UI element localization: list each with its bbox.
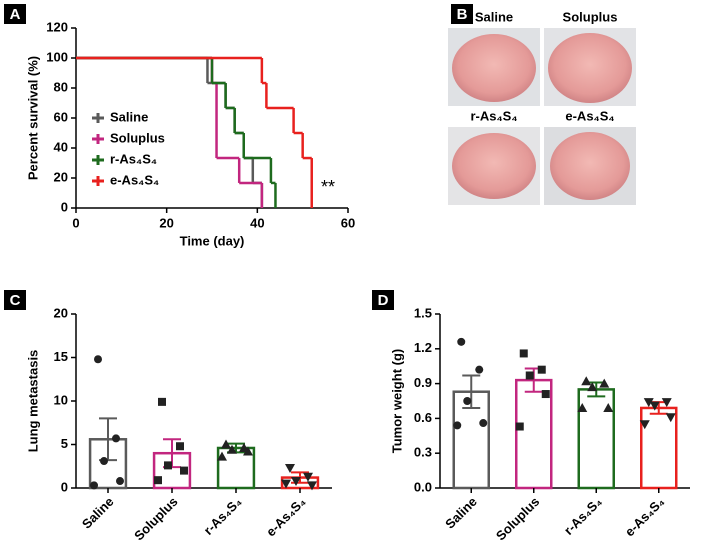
data-point — [94, 355, 102, 364]
panel-letter: B — [457, 6, 468, 23]
data-point — [599, 378, 610, 388]
y-tick-label: 10 — [54, 392, 68, 407]
panel-badge — [372, 290, 394, 310]
y-axis-label: Tumor weight (g) — [389, 349, 404, 453]
data-point — [303, 472, 313, 482]
y-tick-label: 40 — [54, 139, 68, 154]
data-point — [90, 481, 98, 490]
panel-badge — [451, 4, 473, 24]
y-axis-label: Lung metastasis — [25, 350, 40, 453]
data-point — [475, 365, 484, 374]
panel-badge — [4, 290, 26, 310]
image-caption: e-As₄S₄ — [565, 108, 614, 123]
legend-label: r-As₄S₄ — [110, 151, 157, 166]
data-point — [479, 419, 488, 428]
data-point — [307, 481, 317, 491]
y-tick-label: 0.3 — [414, 445, 432, 460]
panel-badge — [4, 4, 26, 24]
panel: C 0 5 10 15 20 Lung metastasis Saline Soluplus r-… — [4, 290, 332, 543]
data-point — [661, 398, 672, 408]
legend-label: Saline — [110, 109, 148, 124]
x-tick-label: Soluplus — [131, 494, 180, 543]
data-point — [457, 337, 466, 346]
data-point — [665, 413, 676, 423]
lung — [452, 34, 536, 102]
y-tick-label: 0.6 — [414, 410, 432, 425]
x-axis-label: Time (day) — [180, 233, 245, 248]
data-point — [519, 349, 528, 358]
x-tick-label: e-As₄S₄ — [263, 494, 308, 539]
data-point — [176, 442, 184, 451]
data-point — [525, 371, 534, 380]
y-tick-label: 15 — [54, 349, 68, 364]
panel: D 0.0 0.3 0.6 0.9 1.2 1.5 Tumor weight (g) Salin… — [372, 290, 690, 543]
y-tick-label: 0.9 — [414, 375, 432, 390]
data-point — [221, 439, 231, 449]
image-caption: Soluplus — [563, 9, 618, 24]
data-point — [112, 434, 120, 443]
data-point — [587, 382, 598, 392]
data-point — [463, 397, 472, 405]
x-tick-label: 40 — [250, 215, 264, 230]
lung — [452, 133, 536, 199]
x-tick-label: 0 — [72, 215, 79, 230]
lung — [550, 132, 630, 200]
x-tick-label: 60 — [341, 215, 355, 230]
x-tick-label: r-As₄S₄ — [201, 494, 245, 538]
x-tick-label: 20 — [159, 215, 173, 230]
image-caption: r-As₄S₄ — [470, 108, 517, 123]
legend-label: e-As₄S₄ — [110, 172, 159, 187]
x-tick-label: Saline — [442, 494, 480, 532]
data-point — [217, 451, 227, 461]
y-tick-label: 80 — [54, 79, 68, 94]
y-tick-label: 1.5 — [414, 305, 432, 320]
y-tick-label: 1.2 — [414, 340, 432, 355]
y-tick-label: 20 — [54, 305, 68, 320]
panel-letter: D — [378, 292, 389, 309]
panel-letter: A — [10, 6, 21, 23]
data-point — [243, 446, 253, 456]
data-point — [453, 421, 462, 430]
panel-letter: C — [10, 292, 21, 309]
annotation: ** — [321, 177, 335, 197]
data-point — [227, 444, 237, 454]
image-caption: Saline — [475, 9, 513, 24]
data-point — [158, 397, 166, 406]
data-point — [281, 479, 291, 489]
y-tick-label: 120 — [46, 19, 68, 34]
data-point — [581, 376, 592, 386]
x-tick-label: e-As₄S₄ — [622, 494, 667, 539]
y-tick-label: 0.0 — [414, 479, 432, 494]
data-point — [180, 466, 188, 475]
x-tick-label: Soluplus — [493, 494, 542, 543]
data-point — [643, 398, 654, 408]
lung — [548, 33, 632, 103]
data-point — [649, 401, 660, 411]
data-point — [577, 402, 588, 412]
x-tick-label: r-As₄S₄ — [561, 494, 605, 538]
data-point — [285, 463, 295, 473]
data-point — [291, 477, 301, 487]
y-tick-label: 100 — [46, 49, 68, 64]
data-point — [537, 365, 546, 374]
data-point — [116, 477, 124, 486]
data-point — [515, 422, 524, 431]
y-axis-label: Percent survival (%) — [25, 56, 40, 180]
data-point — [164, 461, 172, 470]
data-point — [100, 457, 108, 466]
y-tick-label: 0 — [61, 479, 68, 494]
data-point — [541, 390, 550, 399]
y-tick-label: 5 — [61, 436, 68, 451]
y-tick-label: 0 — [61, 199, 68, 214]
x-tick-label: Saline — [79, 494, 117, 532]
data-point — [603, 402, 614, 412]
panel: A 0 20 40 60 80 100 120 Percent survival (%) 0 20 4… — [4, 4, 355, 248]
y-tick-label: 20 — [54, 169, 68, 184]
legend-label: Soluplus — [110, 130, 165, 145]
lung-images: B Saline Soluplus r-As₄S₄ e-As₄S₄ — [448, 4, 636, 205]
data-point — [639, 420, 650, 430]
data-point — [154, 476, 162, 485]
y-tick-label: 60 — [54, 109, 68, 124]
